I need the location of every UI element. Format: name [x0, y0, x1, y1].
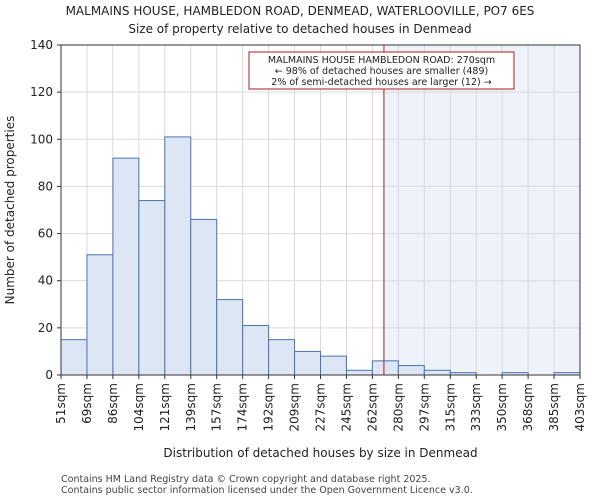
chart-subtitle: Size of property relative to detached ho…	[128, 22, 472, 36]
histogram-bar	[268, 339, 296, 376]
highlight-region	[383, 45, 580, 375]
footer-line-1: Contains HM Land Registry data © Crown c…	[61, 474, 431, 485]
y-tick-label: 60	[38, 227, 53, 241]
y-tick-label: 40	[38, 274, 53, 288]
annotation-line: ← 98% of detached houses are smaller (48…	[275, 66, 488, 77]
histogram-bar	[345, 369, 373, 376]
y-tick-label: 140	[30, 38, 53, 52]
x-tick-label: 333sqm	[469, 383, 483, 431]
x-tick-label: 350sqm	[495, 383, 509, 431]
x-tick-label: 245sqm	[339, 383, 353, 431]
annotation-box	[248, 51, 515, 90]
x-axis-title: Distribution of detached houses by size …	[163, 446, 477, 460]
x-tick-label: 368sqm	[521, 383, 535, 431]
y-tick-label: 80	[38, 179, 53, 193]
y-tick-label: 120	[30, 85, 53, 99]
x-tick-label: 174sqm	[236, 383, 250, 431]
x-tick-label: 51sqm	[54, 383, 68, 424]
x-tick-label: 403sqm	[573, 383, 587, 431]
x-tick-label: 280sqm	[391, 383, 405, 431]
annotation-line: MALMAINS HOUSE HAMBLEDON ROAD: 270sqm	[268, 55, 495, 66]
histogram-bar	[216, 299, 244, 376]
x-tick-label: 385sqm	[547, 383, 561, 431]
y-tick-label: 20	[38, 321, 53, 335]
x-tick-label: 104sqm	[132, 383, 146, 431]
histogram-bar	[423, 369, 451, 376]
y-axis-title: Number of detached properties	[3, 116, 17, 305]
histogram-bar	[397, 365, 425, 376]
histogram-bar	[294, 350, 321, 376]
chart-title: MALMAINS HOUSE, HAMBLEDON ROAD, DENMEAD,…	[65, 4, 535, 18]
x-tick-label: 192sqm	[262, 383, 276, 431]
x-tick-label: 262sqm	[365, 383, 379, 431]
x-tick-label: 139sqm	[184, 383, 198, 431]
histogram-bar	[164, 136, 192, 376]
histogram-bar	[371, 360, 399, 376]
x-tick-label: 69sqm	[80, 383, 94, 424]
histogram-bar	[60, 339, 88, 376]
x-tick-label: 227sqm	[314, 383, 328, 431]
histogram-bar	[86, 254, 114, 376]
y-tick-label: 0	[45, 368, 53, 382]
annotation-line: 2% of semi-detached houses are larger (1…	[271, 77, 491, 88]
x-tick-label: 315sqm	[443, 383, 457, 431]
histogram-bar	[190, 218, 218, 376]
x-tick-label: 86sqm	[106, 383, 120, 424]
histogram-bar	[138, 200, 166, 376]
histogram-bar	[242, 325, 270, 376]
histogram-bar	[320, 355, 347, 376]
footer-line-2: Contains public sector information licen…	[61, 485, 473, 496]
x-tick-label: 121sqm	[158, 383, 172, 431]
x-tick-label: 157sqm	[210, 383, 224, 431]
histogram-bar	[112, 157, 140, 376]
x-tick-label: 297sqm	[417, 383, 431, 431]
y-tick-label: 100	[30, 132, 53, 146]
x-tick-label: 209sqm	[288, 383, 302, 431]
